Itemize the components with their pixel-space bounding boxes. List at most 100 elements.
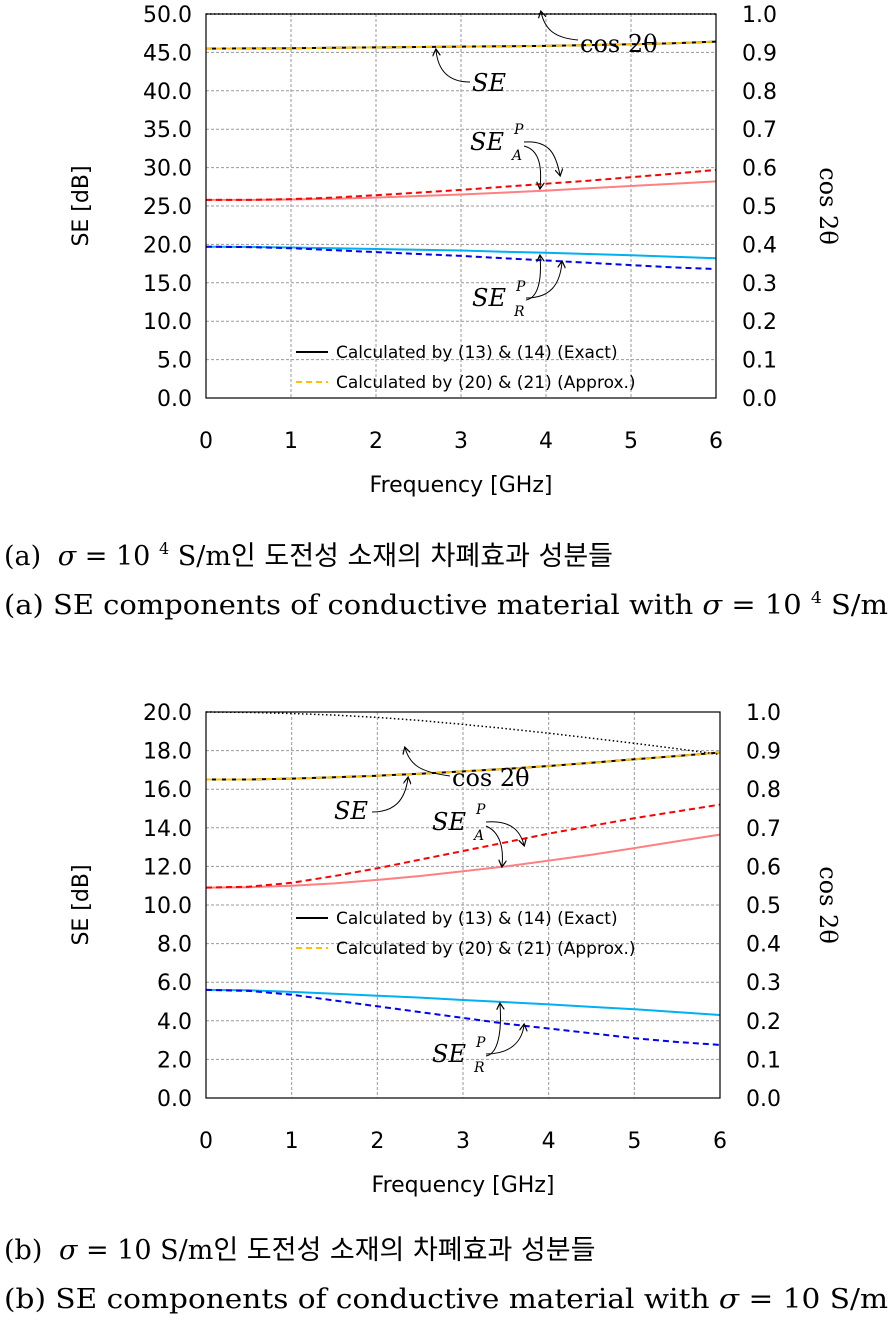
annotation-se-a: SE bbox=[472, 69, 506, 97]
y-tick-label: 20.0 bbox=[143, 233, 192, 258]
y2-tick-label: 0.2 bbox=[742, 310, 777, 335]
annotation-sea-sub-a: A bbox=[510, 148, 522, 164]
y-tick-label: 20.0 bbox=[143, 701, 192, 726]
annotations-a: SE cos 2θ SE A P SE R P bbox=[436, 12, 658, 320]
x-tick-label: 4 bbox=[539, 429, 553, 454]
y-tick-label: 5.0 bbox=[157, 349, 192, 374]
annotation-ser-sup-a: P bbox=[515, 279, 526, 295]
y-tick-label: 6.0 bbox=[157, 971, 192, 996]
x-tick-label: 1 bbox=[284, 429, 298, 454]
y2-tick-label: 0.3 bbox=[742, 272, 777, 297]
y2-tick-label: 1.0 bbox=[746, 701, 781, 726]
caption-b-en: (b) SE components of conductive material… bbox=[4, 1284, 888, 1315]
annotation-sea-arrow2-a bbox=[523, 145, 541, 188]
caption-a-en-rest: S/m bbox=[831, 590, 888, 621]
legend-label: Calculated by (13) & (14) (Exact) bbox=[336, 909, 618, 929]
y2-tick-label: 1.0 bbox=[742, 3, 777, 28]
captions-b: (b) σ = 10 S/m인 도전성 소재의 차폐효과 성분들 (b) SE … bbox=[4, 1235, 888, 1315]
x-tick-label: 2 bbox=[370, 1129, 384, 1154]
y-tick-label: 0.0 bbox=[157, 1087, 192, 1112]
caption-a-ko-prefix: (a) bbox=[4, 541, 41, 572]
chart-a: 0.05.010.015.020.025.030.035.040.045.050… bbox=[69, 3, 842, 498]
annotation-ser-arrow2-b bbox=[485, 1004, 500, 1057]
caption-b-en-eq: = 10 bbox=[749, 1284, 830, 1315]
caption-a-en-eq: = 10 bbox=[731, 590, 801, 621]
caption-a-ko-rest: S/m인 도전성 소재의 차폐효과 성분들 bbox=[178, 541, 613, 572]
caption-b-en-prefix: (b) SE components of conductive material… bbox=[4, 1284, 719, 1315]
x-axis-title: Frequency [GHz] bbox=[372, 1173, 555, 1198]
x-tick-label: 3 bbox=[456, 1129, 470, 1154]
x-tick-label: 1 bbox=[285, 1129, 299, 1154]
y-tick-label: 45.0 bbox=[143, 41, 192, 66]
x-axis-title: Frequency [GHz] bbox=[370, 473, 553, 498]
caption-a-ko-sup: 4 bbox=[159, 539, 169, 558]
y2-tick-label: 0.1 bbox=[742, 349, 777, 374]
annotation-se-arrow-b bbox=[371, 778, 408, 813]
y2-tick-label: 0.0 bbox=[742, 387, 777, 412]
y2-tick-label: 0.2 bbox=[746, 1010, 781, 1035]
x-tick-label: 6 bbox=[713, 1129, 727, 1154]
series-line-SEAP-dashed bbox=[205, 803, 721, 889]
y2-tick-label: 0.5 bbox=[746, 894, 781, 919]
caption-b-ko-prefix: (b) bbox=[4, 1235, 42, 1266]
series-line-SERP-solid bbox=[205, 988, 721, 1016]
y-tick-label: 12.0 bbox=[143, 855, 192, 880]
caption-a-en: (a) SE components of conductive material… bbox=[4, 579, 888, 621]
y-tick-label: 18.0 bbox=[143, 740, 192, 765]
annotation-se-arrow-a bbox=[436, 50, 471, 83]
y2-tick-label: 0.5 bbox=[742, 195, 777, 220]
annotation-sea-arrow1-a bbox=[523, 141, 560, 175]
y2-tick-label: 0.1 bbox=[746, 1048, 781, 1073]
annotation-cos-a: cos 2θ bbox=[580, 30, 658, 58]
x-tick-label: 0 bbox=[199, 429, 213, 454]
annotation-sea-sup-a: P bbox=[513, 122, 524, 138]
series-line-SE-dashed bbox=[205, 40, 717, 50]
annotation-ser-sub-b: R bbox=[473, 1060, 485, 1076]
series-line-SEAP-dashed bbox=[206, 168, 717, 201]
caption-a-ko: (a) σ = 10 4 S/m인 도전성 소재의 차폐효과 성분들 bbox=[4, 530, 613, 572]
annotation-ser-a: SE bbox=[472, 284, 506, 312]
caption-b-en-sigma: σ bbox=[719, 1284, 741, 1315]
x-tick-label: 6 bbox=[709, 429, 723, 454]
y2-tick-label: 0.6 bbox=[742, 157, 777, 182]
y2-tick-label: 0.0 bbox=[746, 1087, 781, 1112]
caption-a-ko-eq: = 10 bbox=[85, 541, 151, 572]
x-tick-label: 4 bbox=[542, 1129, 556, 1154]
y-tick-label: 50.0 bbox=[143, 3, 192, 28]
y-tick-label: 30.0 bbox=[143, 157, 192, 182]
annotation-sea-arrow2-b bbox=[485, 825, 502, 866]
caption-b-en-rest: S/m bbox=[830, 1284, 888, 1315]
y-axis-title: SE [dB] bbox=[69, 864, 94, 945]
caption-a-en-sup: 4 bbox=[811, 588, 822, 607]
legend-label: Calculated by (20) & (21) (Approx.) bbox=[336, 373, 636, 393]
annotation-ser-arrow2-a bbox=[525, 256, 540, 301]
annotation-sea-sub-b: A bbox=[472, 828, 484, 844]
annotation-cos-b: cos 2θ bbox=[452, 764, 530, 792]
annotation-cos-arrow-a bbox=[541, 12, 579, 41]
y2-axis-title: cos 2θ bbox=[814, 167, 842, 245]
y2-tick-label: 0.8 bbox=[742, 80, 777, 105]
annotation-se-b: SE bbox=[334, 797, 368, 825]
caption-b-ko-rest: S/m인 도전성 소재의 차폐효과 성분들 bbox=[160, 1235, 595, 1266]
y2-tick-label: 0.6 bbox=[746, 855, 781, 880]
x-tick-label: 2 bbox=[369, 429, 383, 454]
annotation-sea-a: SE bbox=[470, 128, 504, 156]
annotations-b: cos 2θ SE SE A P SE R P bbox=[334, 748, 530, 1076]
y2-tick-label: 0.7 bbox=[746, 817, 781, 842]
y2-tick-label: 0.4 bbox=[742, 233, 777, 258]
annotation-ser-sup-b: P bbox=[475, 1035, 486, 1051]
caption-a-en-sigma: σ bbox=[702, 590, 723, 621]
caption-a-ko-sigma: σ bbox=[58, 541, 78, 572]
legend-label: Calculated by (20) & (21) (Approx.) bbox=[336, 939, 636, 959]
caption-b-ko-sigma: σ bbox=[59, 1235, 79, 1266]
plot-frame bbox=[205, 711, 721, 1099]
annotation-cos-arrow-b bbox=[405, 748, 451, 777]
series-line-SERP-dashed bbox=[205, 988, 721, 1046]
y2-axis-title: cos 2θ bbox=[814, 866, 842, 944]
series-line-cos2-dotted bbox=[205, 711, 721, 756]
y-tick-label: 40.0 bbox=[143, 80, 192, 105]
y-axis-title: SE [dB] bbox=[69, 165, 94, 246]
y-tick-label: 14.0 bbox=[143, 817, 192, 842]
annotation-sea-b: SE bbox=[432, 808, 466, 836]
